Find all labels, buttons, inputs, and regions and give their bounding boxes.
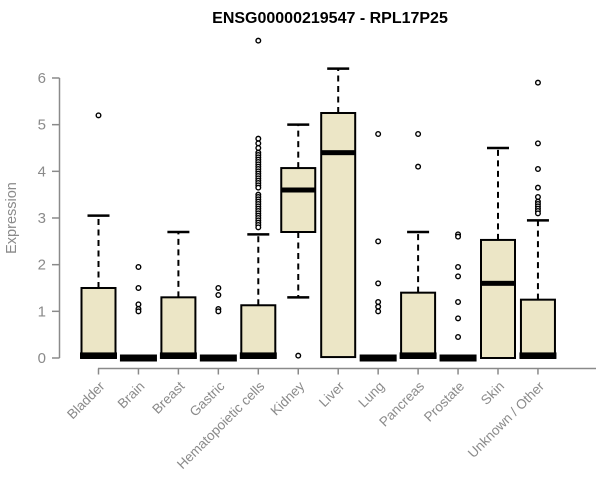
- outlier-point: [375, 298, 382, 305]
- x-tick-label: Kidney: [268, 378, 308, 418]
- outlier-point: [534, 184, 541, 191]
- box-iqr: [80, 286, 117, 360]
- box-iqr: [480, 238, 516, 360]
- outlier-point: [135, 263, 142, 270]
- outlier-point: [455, 233, 462, 240]
- outlier-point: [375, 280, 382, 287]
- x-tick-label: Breast: [149, 378, 187, 416]
- outlier-point: [255, 135, 262, 142]
- x-tick-label: Prostate: [421, 379, 467, 425]
- outlier-point: [455, 263, 462, 270]
- x-tick-label: Bladder: [64, 378, 108, 422]
- y-tick-label: 6: [38, 70, 46, 87]
- x-tick-label: Unknown / Other: [465, 378, 548, 461]
- outlier-point: [215, 284, 222, 291]
- outlier-point: [375, 130, 382, 137]
- outlier-point: [375, 303, 382, 310]
- chart-title: ENSG00000219547 - RPL17P25: [212, 10, 448, 27]
- x-tick-label: Liver: [316, 378, 348, 410]
- y-tick-label: 5: [38, 117, 46, 134]
- outlier-point: [455, 273, 462, 280]
- outlier-point: [255, 144, 262, 151]
- box-iqr: [519, 298, 556, 360]
- box-iqr: [240, 304, 277, 360]
- median-bar: [80, 352, 117, 359]
- outlier-point: [534, 165, 541, 172]
- y-tick-label: 0: [38, 350, 46, 367]
- x-tick-label: Lung: [355, 379, 387, 411]
- outlier-point: [534, 193, 541, 200]
- median-bar: [399, 352, 437, 359]
- median-bar: [159, 352, 197, 359]
- x-tick-label: Brain: [115, 379, 148, 412]
- outlier-point: [375, 308, 382, 315]
- outlier-point: [255, 184, 262, 191]
- box-iqr: [160, 296, 197, 359]
- outlier-point: [415, 163, 422, 170]
- box-iqr: [280, 167, 317, 233]
- outlier-point: [95, 112, 102, 119]
- outlier-point: [215, 291, 222, 298]
- median-bar: [519, 352, 557, 359]
- outlier-point: [255, 37, 262, 44]
- outlier-point: [295, 352, 302, 359]
- median-bar: [321, 150, 356, 156]
- outlier-point: [455, 298, 462, 305]
- outlier-point: [255, 140, 262, 147]
- median-bar: [199, 354, 237, 362]
- median-bar: [119, 354, 157, 362]
- outlier-point: [215, 308, 222, 315]
- outlier-point: [455, 315, 462, 322]
- outlier-point: [534, 140, 541, 147]
- median-bar: [439, 354, 477, 362]
- y-axis-label: Expression: [4, 182, 20, 254]
- outlier-point: [255, 224, 262, 231]
- outlier-point: [135, 301, 142, 308]
- box-iqr: [400, 291, 437, 359]
- outlier-point: [375, 238, 382, 245]
- outlier-point: [135, 284, 142, 291]
- outlier-point: [534, 79, 541, 86]
- median-bar: [281, 187, 316, 193]
- box-iqr: [320, 111, 357, 359]
- median-bar: [481, 280, 515, 286]
- median-bar: [239, 352, 277, 359]
- outlier-point: [534, 210, 541, 217]
- y-tick-label: 2: [38, 257, 46, 274]
- outlier-point: [455, 333, 462, 340]
- outlier-point: [135, 308, 142, 315]
- x-tick-label: Skin: [478, 379, 507, 408]
- y-tick-label: 3: [38, 210, 46, 227]
- outlier-point: [415, 130, 422, 137]
- median-bar: [359, 354, 397, 362]
- y-tick-label: 1: [38, 303, 46, 320]
- y-tick-label: 4: [38, 163, 46, 180]
